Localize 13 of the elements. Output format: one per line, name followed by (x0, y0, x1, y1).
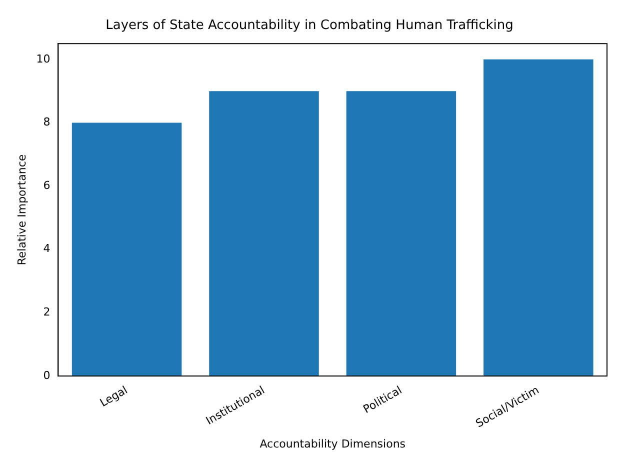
bar (484, 59, 594, 376)
x-axis-title: Accountability Dimensions (260, 437, 406, 450)
y-tick-label: 2 (43, 306, 50, 319)
y-tick-label: 8 (43, 116, 50, 129)
y-tick-label: 4 (43, 242, 50, 256)
chart-title: Layers of State Accountability in Combating Human Trafficking (106, 18, 514, 34)
y-tick-label: 6 (43, 178, 50, 192)
y-tick-label: 10 (36, 52, 50, 66)
y-axis-title: Relative Importance (15, 154, 28, 266)
bar (209, 91, 319, 376)
y-tick-label: 0 (43, 368, 50, 382)
bar (346, 91, 456, 376)
bar (72, 122, 182, 376)
